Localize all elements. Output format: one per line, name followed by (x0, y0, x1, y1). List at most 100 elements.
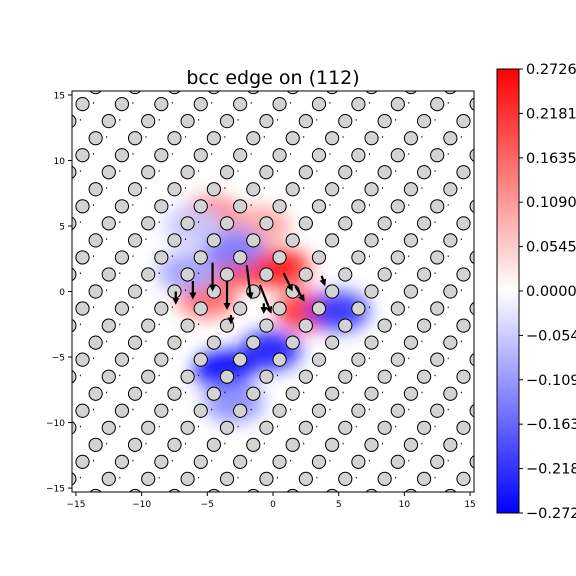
atom (351, 403, 366, 418)
atom (416, 369, 432, 384)
atom (443, 182, 458, 197)
atom (193, 301, 208, 316)
atom (430, 199, 445, 214)
atom (286, 488, 299, 492)
atom (141, 369, 156, 384)
atom (206, 284, 221, 299)
displacement-arrow (258, 284, 273, 314)
atom (89, 488, 102, 492)
atom (167, 182, 182, 197)
atom (167, 386, 182, 401)
atom (390, 352, 405, 367)
colorbar-tick-label: −0.0545 (526, 328, 576, 344)
atom (114, 250, 130, 265)
atom (352, 506, 365, 519)
atom (311, 352, 327, 367)
atom (326, 488, 339, 492)
atom (377, 216, 392, 231)
atom (127, 437, 143, 452)
atom (259, 369, 274, 384)
displacement-arrow (294, 285, 305, 302)
atom (298, 114, 313, 129)
atom (456, 114, 471, 129)
atom (88, 233, 103, 248)
atom (325, 233, 340, 248)
atom (142, 63, 155, 76)
atom (456, 216, 471, 231)
atom (351, 454, 366, 469)
atom (127, 182, 143, 197)
atom (127, 233, 143, 248)
atom (246, 131, 261, 146)
atom (219, 471, 235, 486)
atom (246, 386, 261, 401)
atom (311, 199, 327, 214)
atom (154, 301, 169, 316)
atom (405, 488, 417, 492)
atom (154, 352, 169, 367)
atom (129, 91, 141, 95)
atom (325, 335, 340, 350)
atom (325, 284, 340, 299)
atom (206, 335, 221, 350)
atom (154, 199, 169, 214)
atom (219, 216, 235, 231)
atom (469, 353, 474, 367)
atom (403, 182, 419, 197)
atom (206, 386, 221, 401)
atom (311, 97, 327, 112)
atom (390, 250, 405, 265)
atom (88, 437, 103, 452)
atom (129, 488, 141, 492)
atom (193, 403, 208, 418)
atom (75, 250, 90, 265)
x-tick-label: −10 (132, 500, 151, 510)
colorbar-tick-label: −0.2181 (526, 462, 576, 478)
atom (351, 250, 366, 265)
atom (311, 250, 327, 265)
atom (233, 97, 248, 112)
atom (338, 165, 353, 180)
atom (285, 131, 300, 146)
y-tick-label: 10 (54, 157, 66, 167)
atom (114, 454, 130, 469)
atom (219, 420, 235, 435)
atom (88, 284, 103, 299)
atom (168, 488, 181, 492)
atom (101, 216, 116, 231)
atom (364, 233, 379, 248)
atom (312, 506, 325, 519)
atom (154, 250, 169, 265)
atom (115, 506, 128, 519)
atom (351, 97, 366, 112)
atom (114, 352, 130, 367)
atom (167, 233, 182, 248)
atom (377, 114, 392, 129)
colorbar-tick-label: 0.0545 (526, 240, 576, 256)
atom (351, 352, 366, 367)
atom (75, 199, 90, 214)
atom (272, 403, 287, 418)
atom (390, 403, 405, 418)
atom (298, 369, 313, 384)
atom (193, 199, 208, 214)
atom (377, 420, 392, 435)
atom (141, 216, 156, 231)
atom (390, 301, 405, 316)
atom (233, 352, 248, 367)
atom (259, 318, 274, 333)
atom (390, 454, 405, 469)
atom (377, 318, 392, 333)
atom (233, 250, 248, 265)
atom (193, 352, 208, 367)
atom (377, 369, 392, 384)
atom (141, 471, 156, 486)
y-axis: −15 −10 −5 0 5 10 15 (46, 91, 72, 495)
y-tick-label: −15 (46, 485, 65, 495)
atom (246, 233, 261, 248)
colorbar-tick-label: 0.2181 (526, 106, 576, 122)
atom (180, 267, 195, 282)
atom (72, 165, 77, 179)
atom (298, 165, 313, 180)
colorbar-tick-label: 0.0000 (526, 284, 576, 300)
